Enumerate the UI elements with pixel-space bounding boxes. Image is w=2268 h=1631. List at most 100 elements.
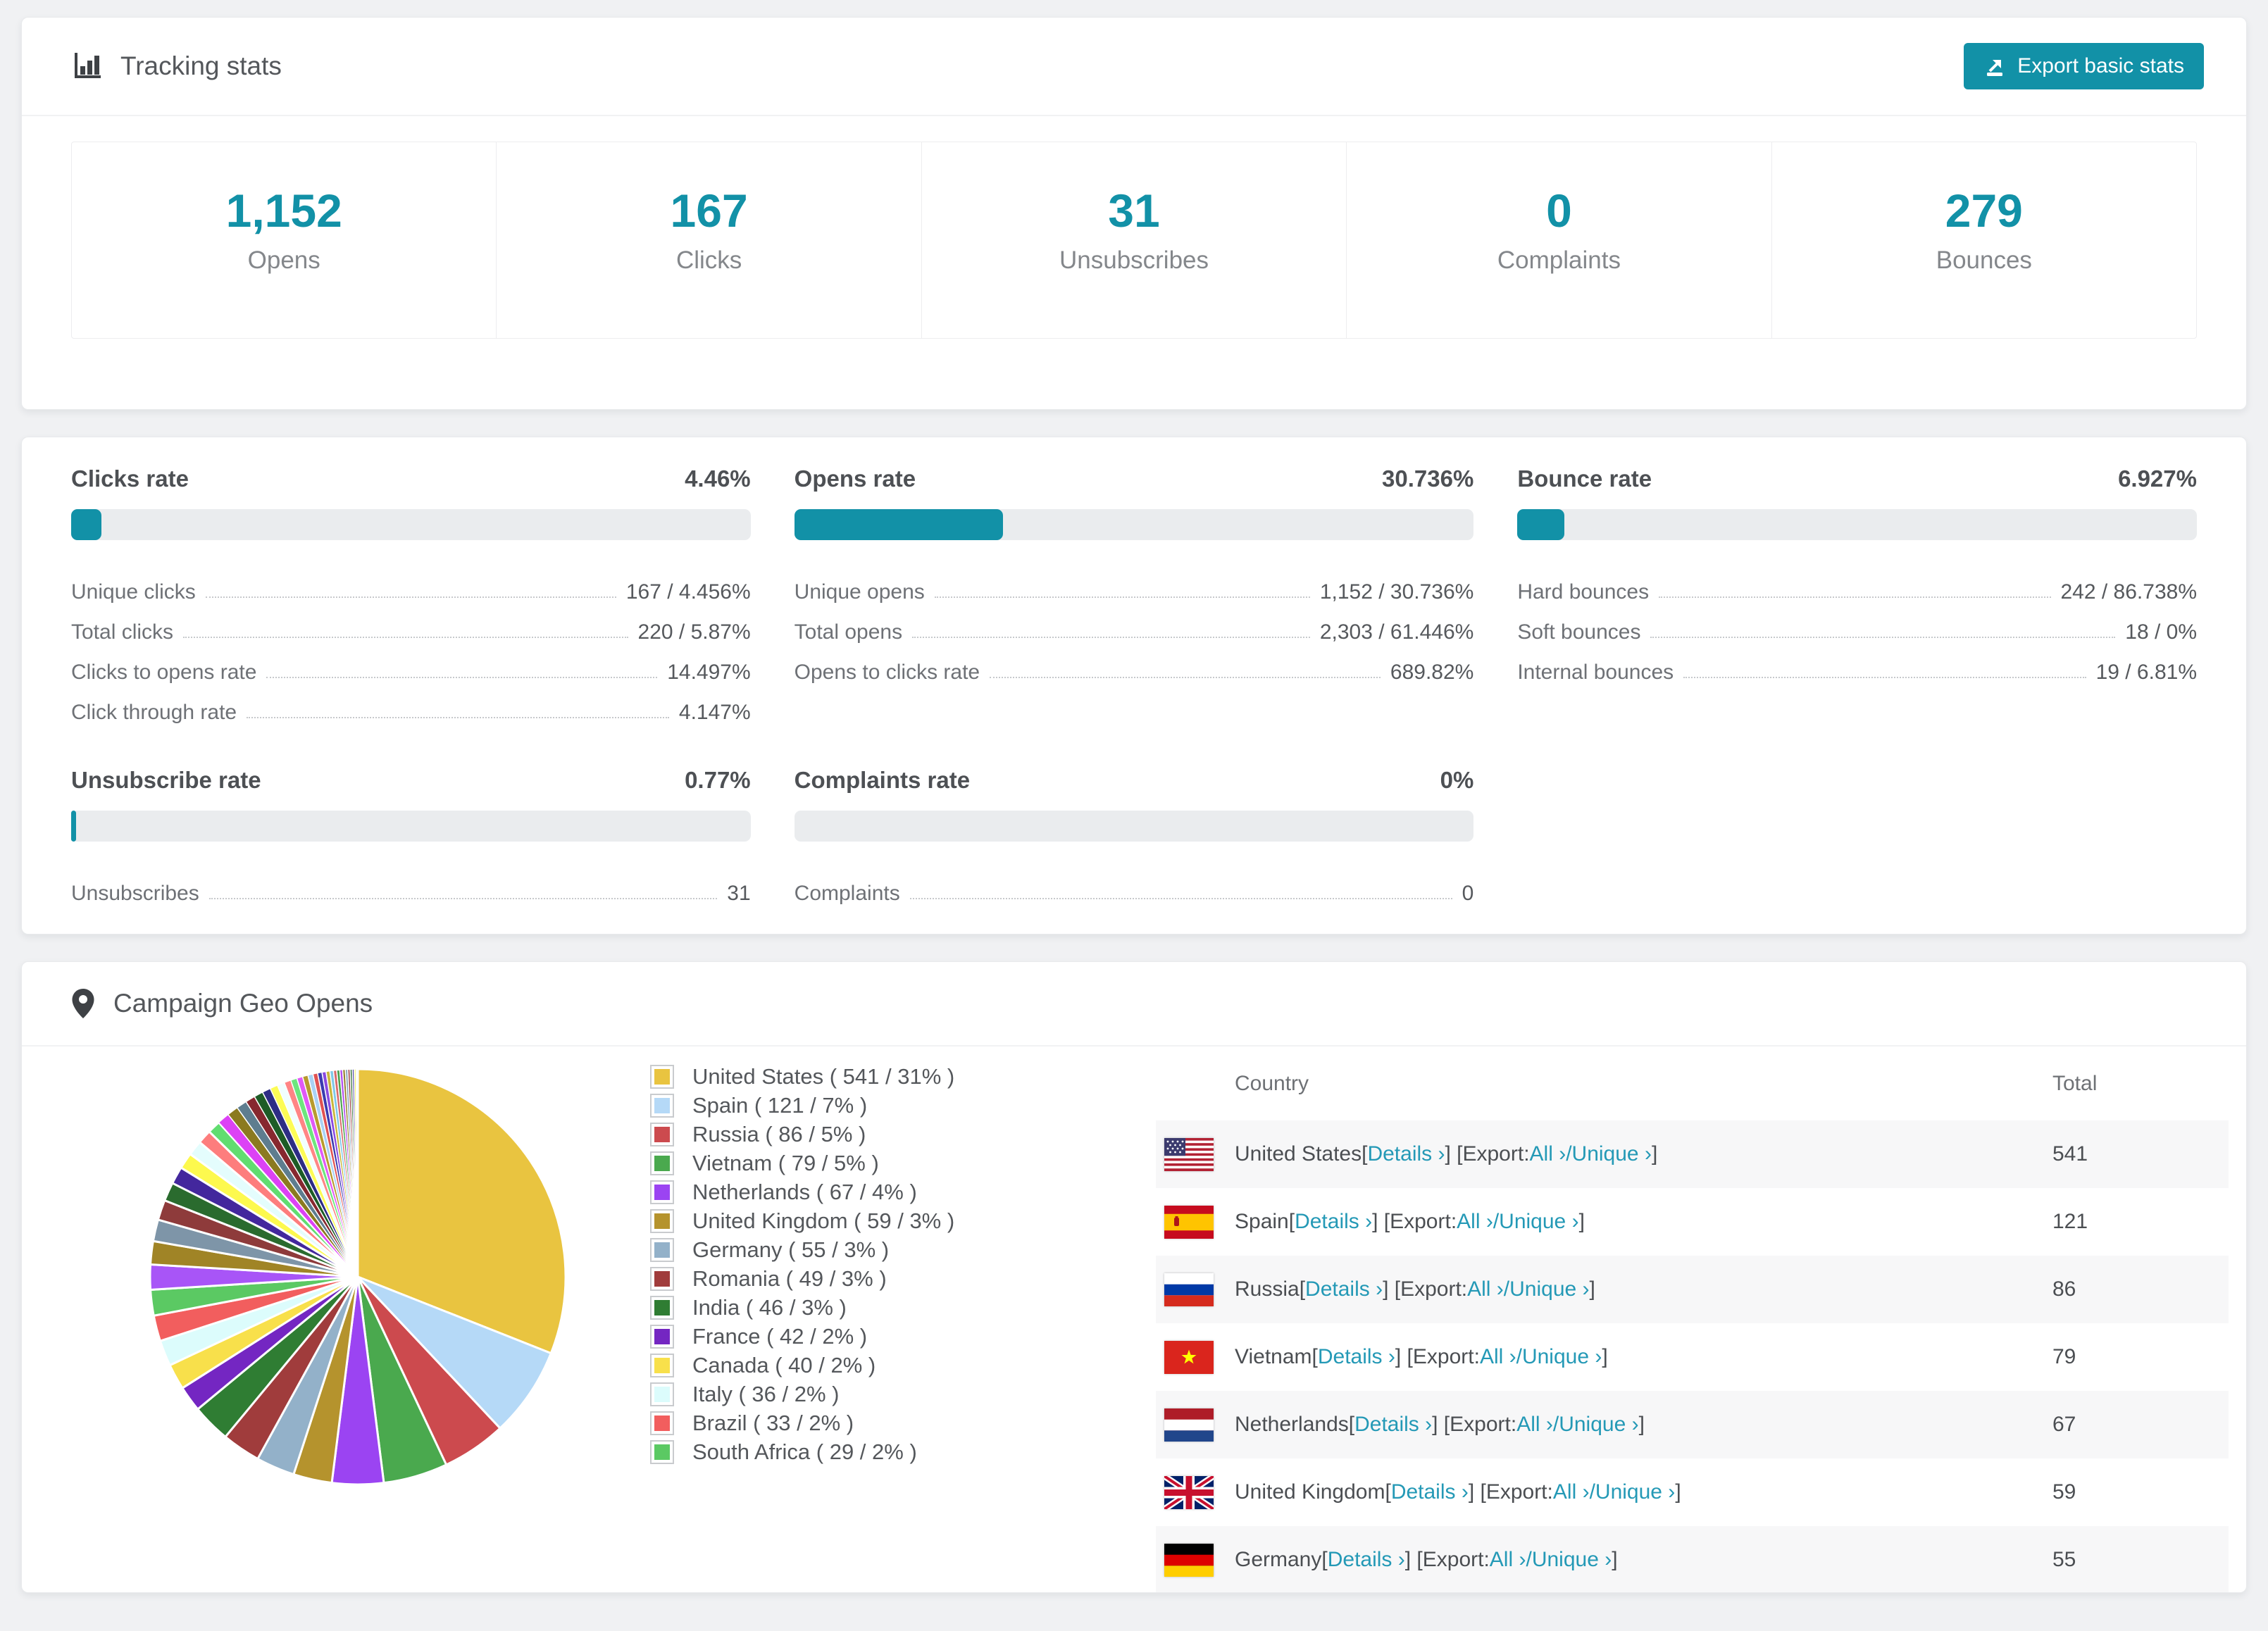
rate-row-complaints: Complaints 0	[795, 866, 1474, 906]
legend-item-netherlands[interactable]: Netherlands ( 67 / 4% )	[650, 1177, 1030, 1206]
export-all-link[interactable]: All ›	[1457, 1210, 1493, 1233]
export-all-link[interactable]: All ›	[1516, 1413, 1553, 1436]
dotted-leader	[1650, 637, 2116, 638]
dotted-leader	[247, 717, 669, 718]
country-name: Vietnam	[1235, 1345, 1312, 1368]
rate-value-text: 6.927%	[2118, 465, 2197, 492]
rate-row-value: 220 / 5.87%	[637, 620, 751, 644]
export-unique-link[interactable]: Unique ›	[1521, 1345, 1602, 1368]
details-link[interactable]: Details ›	[1354, 1413, 1433, 1436]
rate-row-label: Click through rate	[71, 701, 237, 724]
stat-label-clicks: Clicks	[675, 246, 742, 274]
bar-chart-icon	[75, 53, 101, 78]
export-all-link[interactable]: All ›	[1529, 1142, 1566, 1166]
legend-swatch	[650, 1180, 674, 1204]
rate-progress-fill	[1517, 509, 1565, 540]
details-link[interactable]: Details ›	[1367, 1142, 1445, 1166]
legend-label: Netherlands ( 67 / 4% )	[692, 1179, 917, 1204]
legend-item-brazil[interactable]: Brazil ( 33 / 2% )	[650, 1408, 1030, 1437]
rate-value-text: 0%	[1440, 767, 1474, 793]
rate-row-label: Unique opens	[794, 580, 925, 604]
details-link[interactable]: Details ›	[1295, 1210, 1373, 1233]
legend-label: Italy ( 36 / 2% )	[692, 1381, 840, 1406]
export-basic-stats-label: Export basic stats	[2017, 54, 2184, 77]
bracket: ] [Export:	[1372, 1210, 1457, 1233]
export-all-link[interactable]: All ›	[1489, 1548, 1526, 1571]
legend-item-south-africa[interactable]: South Africa ( 29 / 2% )	[650, 1437, 1030, 1466]
stat-label-complaints: Complaints	[1497, 246, 1621, 274]
legend-item-italy[interactable]: Italy ( 36 / 2% )	[650, 1380, 1030, 1408]
legend-item-france[interactable]: France ( 42 / 2% )	[650, 1322, 1030, 1351]
legend-item-india[interactable]: India ( 46 / 3% )	[650, 1293, 1030, 1322]
bracket: ] [Export:	[1404, 1548, 1490, 1571]
details-link[interactable]: Details ›	[1317, 1345, 1395, 1368]
rate-row-value: 1,152 / 30.736%	[1319, 580, 1474, 604]
pie-slice-other-38[interactable]	[355, 1068, 359, 1277]
rate-row-value: 18 / 0%	[2125, 620, 2197, 644]
campaign-geo-opens-title: Campaign Geo Opens	[71, 987, 373, 1020]
geo-content: United States ( 541 / 31% ) Spain ( 121 /…	[22, 1046, 2246, 1592]
legend-item-united-states[interactable]: United States ( 541 / 31% )	[650, 1062, 1030, 1091]
export-all-link[interactable]: All ›	[1552, 1480, 1590, 1504]
legend-item-vietnam[interactable]: Vietnam ( 79 / 5% )	[650, 1149, 1030, 1177]
legend-swatch-color	[654, 1213, 670, 1229]
geo-total-cell: 86	[2052, 1277, 2076, 1301]
country-name: Spain	[1235, 1210, 1289, 1233]
rate-row-label: Soft bounces	[1517, 620, 1641, 644]
rate-row-label: Unsubscribes	[71, 882, 199, 905]
legend-item-canada[interactable]: Canada ( 40 / 2% )	[650, 1351, 1030, 1380]
bracket: ] [Export:	[1395, 1345, 1480, 1368]
rate-block-bounce-rate: Bounce rate 6.927% Hard bounces 242 / 86.73…	[1517, 465, 2197, 725]
pie-slice-spain[interactable]	[356, 1275, 552, 1430]
rate-row-value: 31	[727, 882, 751, 905]
export-unique-link[interactable]: Unique ›	[1509, 1277, 1590, 1301]
legend-label: Vietnam ( 79 / 5% )	[692, 1150, 879, 1175]
rate-title-label: Unsubscribe rate	[71, 767, 261, 793]
geo-country-cell: Netherlands [Details ›] [Export: All › /…	[1156, 1408, 2052, 1442]
united-kingdom-flag-icon	[1164, 1475, 1214, 1509]
pie-slice-united-states[interactable]	[356, 1068, 567, 1355]
legend-item-romania[interactable]: Romania ( 49 / 3% )	[650, 1264, 1030, 1293]
bracket: [	[1299, 1277, 1306, 1301]
united-states-flag-icon	[1164, 1137, 1214, 1171]
dotted-leader	[934, 596, 1310, 598]
details-link[interactable]: Details ›	[1390, 1480, 1469, 1504]
legend-item-russia[interactable]: Russia ( 86 / 5% )	[650, 1120, 1030, 1149]
rate-row-label: Unique clicks	[71, 580, 196, 604]
rate-row-value: 167 / 4.456%	[625, 580, 751, 604]
details-link[interactable]: Details ›	[1305, 1277, 1383, 1301]
legend-swatch-color	[654, 1415, 670, 1431]
geo-table-row-russia: Russia [Details ›] [Export: All › / Uniq…	[1156, 1256, 2229, 1323]
dotted-leader	[990, 677, 1381, 678]
geo-country-cell: United States [Details ›] [Export: All ›…	[1156, 1137, 2052, 1171]
export-unique-link[interactable]: Unique ›	[1499, 1210, 1579, 1233]
export-all-link[interactable]: All ›	[1479, 1345, 1516, 1368]
pie-legend: United States ( 541 / 31% ) Spain ( 121 /…	[650, 1046, 1030, 1466]
dotted-leader	[266, 677, 658, 678]
bracket: ] [Export:	[1383, 1277, 1468, 1301]
bracket: [	[1321, 1548, 1328, 1571]
geo-total-cell: 55	[2052, 1548, 2076, 1571]
stat-value-unsubscribes: 31	[1108, 185, 1160, 237]
rate-title-label: Bounce rate	[1517, 465, 1652, 492]
rate-row-value: 2,303 / 61.446%	[1319, 620, 1474, 644]
export-unique-link[interactable]: Unique ›	[1531, 1548, 1612, 1571]
rate-row-label: Hard bounces	[1517, 580, 1650, 604]
export-unique-link[interactable]: Unique ›	[1571, 1142, 1652, 1166]
export-all-link[interactable]: All ›	[1467, 1277, 1504, 1301]
legend-item-germany[interactable]: Germany ( 55 / 3% )	[650, 1235, 1030, 1264]
rate-progress-fill	[794, 509, 1004, 540]
bracket: ] [Export:	[1468, 1480, 1553, 1504]
legend-item-spain[interactable]: Spain ( 121 / 7% )	[650, 1091, 1030, 1120]
rate-row-clicks-to-opens-rate: Clicks to opens rate 14.497%	[71, 644, 751, 685]
details-link[interactable]: Details ›	[1327, 1548, 1405, 1571]
country-name: United States	[1235, 1142, 1362, 1166]
export-unique-link[interactable]: Unique ›	[1559, 1413, 1639, 1436]
export-basic-stats-button[interactable]: Export basic stats	[1964, 43, 2204, 89]
export-unique-link[interactable]: Unique ›	[1595, 1480, 1676, 1504]
bracket: [	[1362, 1142, 1368, 1166]
legend-item-united-kingdom[interactable]: United Kingdom ( 59 / 3% )	[650, 1206, 1030, 1235]
legend-swatch-color	[654, 1444, 670, 1460]
geo-table-header-country: Country	[1235, 1071, 1309, 1095]
legend-label: India ( 46 / 3% )	[692, 1294, 847, 1320]
